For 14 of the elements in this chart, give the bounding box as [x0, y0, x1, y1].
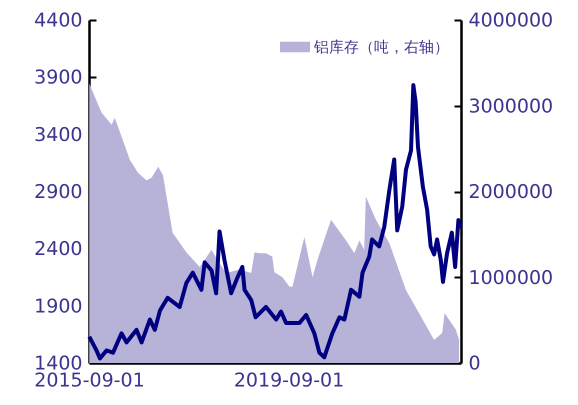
legend-label: 铝库存（吨，右轴）	[313, 38, 449, 56]
y2-tick-label: 4000000	[468, 10, 554, 32]
x-tick-label: 2015-09-01	[34, 370, 145, 392]
y2-tick-label: 3000000	[468, 95, 554, 118]
y2-tick-label: 0	[468, 352, 481, 374]
y-tick-label: 2900	[34, 181, 82, 203]
y-tick-label: 3400	[34, 124, 82, 146]
y-tick-label: 3900	[34, 66, 82, 89]
y2-tick-label: 2000000	[468, 181, 554, 203]
y-tick-label: 2400	[34, 238, 82, 260]
y2-tick-label: 1000000	[468, 266, 554, 289]
y-tick-label: 4400	[34, 10, 82, 32]
x-tick-label: 2019-09-01	[234, 370, 344, 392]
y-tick-label: 1900	[34, 295, 82, 318]
